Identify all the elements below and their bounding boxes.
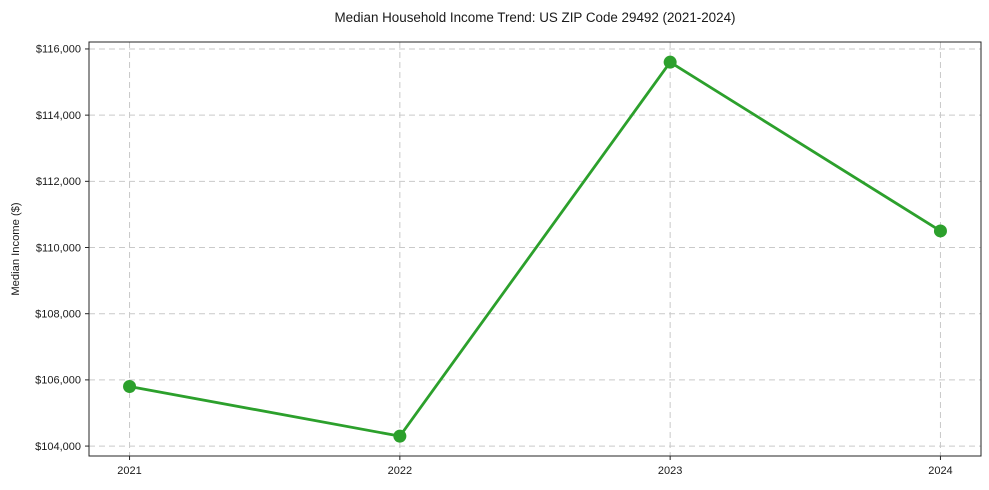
- y-tick-label: $104,000: [35, 441, 81, 453]
- data-series: [123, 55, 947, 443]
- x-tick-label: 2022: [388, 465, 412, 477]
- x-tick-label: 2024: [928, 465, 952, 477]
- y-tick-label: $114,000: [36, 110, 81, 122]
- y-tick-label: $110,000: [36, 242, 81, 254]
- data-point: [933, 224, 947, 238]
- x-tick-label: 2023: [658, 465, 682, 477]
- gridlines: [89, 42, 981, 456]
- chart-title: Median Household Income Trend: US ZIP Co…: [335, 10, 736, 25]
- y-tick-label: $108,000: [35, 308, 81, 320]
- trend-line: [128, 60, 942, 438]
- x-tick-label: 2021: [117, 465, 141, 477]
- y-axis-label: Median Income ($): [10, 202, 22, 296]
- data-point: [123, 380, 137, 394]
- y-tick-label: $106,000: [35, 375, 81, 387]
- y-tick-label: $116,000: [36, 44, 81, 56]
- data-point: [393, 429, 407, 443]
- plot-border: [88, 41, 982, 457]
- y-tick-label: $112,000: [36, 176, 81, 188]
- data-point: [663, 55, 677, 69]
- axis-ticks: 2021 2022 2023 2024 $104,000 $106,000 $108,000…: [35, 44, 953, 477]
